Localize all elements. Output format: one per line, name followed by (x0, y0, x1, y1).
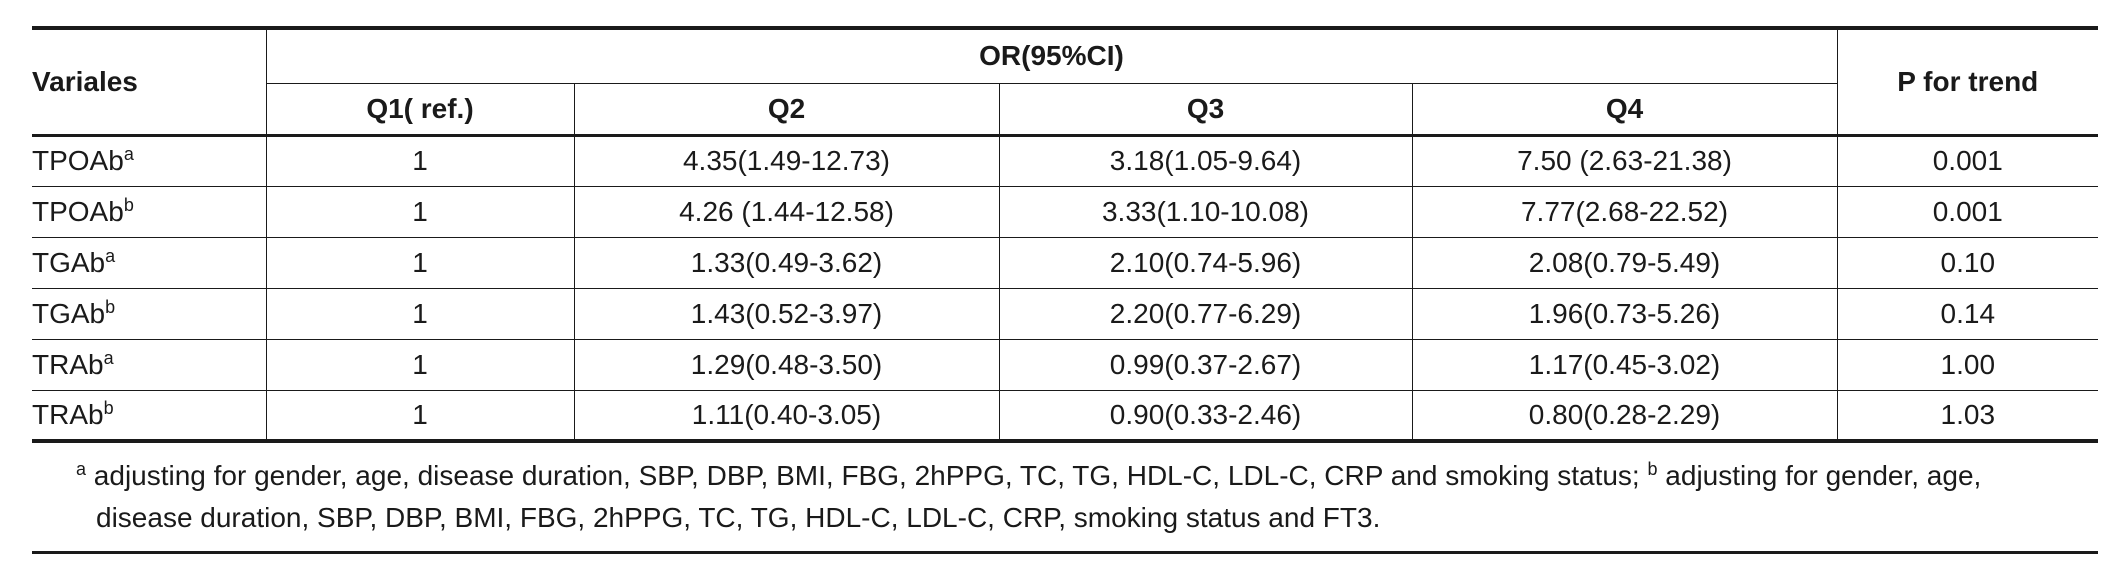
variable-name: TGAb (32, 246, 106, 278)
header-q4: Q4 (1411, 82, 1838, 137)
footnote-mark: a (123, 144, 134, 165)
cell-q2: 4.26 (1.44-12.58) (573, 185, 1000, 238)
cell-q4: 7.77(2.68-22.52) (1411, 185, 1838, 238)
footnote-mark: b (105, 296, 116, 317)
variable-name: TPOAb (32, 195, 124, 227)
row-variable: TGAba (32, 236, 267, 289)
table-row: TPOAba 1 4.35(1.49-12.73) 3.18(1.05-9.64… (32, 134, 2099, 187)
row-variable: TRAba (32, 338, 267, 391)
cell-q1: 1 (265, 287, 575, 340)
cell-p-trend: 0.10 (1836, 236, 2099, 289)
cell-q3: 2.20(0.77-6.29) (998, 287, 1413, 340)
cell-q3: 0.90(0.33-2.46) (998, 389, 1413, 443)
cell-q4: 0.80(0.28-2.29) (1411, 389, 1838, 443)
cell-q1: 1 (265, 338, 575, 391)
variable-name: TRAb (32, 348, 104, 380)
variable-name: TPOAb (32, 145, 124, 176)
header-q1: Q1( ref.) (266, 82, 575, 137)
cell-q3: 0.99(0.37-2.67) (998, 338, 1413, 391)
header-q3: Q3 (998, 82, 1413, 137)
cell-q3: 3.18(1.05-9.64) (998, 134, 1413, 187)
cell-q1: 1 (265, 134, 575, 187)
table-row: TRAba 1 1.29(0.48-3.50) 0.99(0.37-2.67) … (32, 338, 2099, 391)
row-variable: TPOAbb (32, 185, 267, 238)
table-container: Variales OR(95%CI) P for trend Q1( ref.)… (32, 26, 2099, 554)
cell-p-trend: 0.001 (1836, 185, 2099, 238)
row-variable: TRAbb (32, 389, 267, 443)
cell-p-trend: 1.00 (1836, 338, 2099, 391)
variable-name: TGAb (32, 297, 106, 329)
table-row: TPOAbb 1 4.26 (1.44-12.58) 3.33(1.10-10.… (32, 185, 2099, 238)
row-variable: TPOAba (32, 134, 267, 187)
header-or-group: OR(95%CI) (265, 28, 1838, 84)
row-variable: TGAbb (32, 287, 267, 340)
footnote-mark: b (103, 397, 114, 418)
footnote-mark-b: b (1647, 459, 1658, 480)
cell-q1: 1 (265, 236, 575, 289)
footnote-mark-a: a (76, 459, 87, 480)
header-p-trend: P for trend (1836, 28, 2099, 137)
cell-q2: 1.11(0.40-3.05) (573, 389, 1000, 443)
cell-q2: 1.29(0.48-3.50) (573, 338, 1000, 391)
cell-q4: 7.50 (2.63-21.38) (1411, 134, 1838, 187)
table-row: TRAbb 1 1.11(0.40-3.05) 0.90(0.33-2.46) … (32, 389, 2099, 443)
table-footnote: a adjusting for gender, age, disease dur… (32, 443, 2098, 554)
footnote-a-text: adjusting for gender, age, disease durat… (86, 460, 1648, 491)
cell-q4: 2.08(0.79-5.49) (1411, 236, 1838, 289)
cell-q2: 1.43(0.52-3.97) (573, 287, 1000, 340)
table-row: TGAba 1 1.33(0.49-3.62) 2.10(0.74-5.96) … (32, 236, 2099, 289)
cell-q2: 1.33(0.49-3.62) (573, 236, 1000, 289)
odds-ratio-table: Variales OR(95%CI) P for trend Q1( ref.)… (32, 26, 2099, 443)
footnote-mark: b (123, 194, 134, 215)
cell-q1: 1 (265, 185, 575, 238)
cell-q4: 1.17(0.45-3.02) (1411, 338, 1838, 391)
variable-name: TRAb (32, 398, 104, 430)
header-q2: Q2 (573, 82, 1000, 137)
cell-p-trend: 0.001 (1836, 134, 2099, 187)
cell-q4: 1.96(0.73-5.26) (1411, 287, 1838, 340)
cell-q3: 3.33(1.10-10.08) (998, 185, 1413, 238)
header-variables: Variales (32, 28, 267, 137)
footnote-b-text: adjusting for gender, age, (1657, 460, 1982, 491)
cell-p-trend: 0.14 (1836, 287, 2099, 340)
table-row: TGAbb 1 1.43(0.52-3.97) 2.20(0.77-6.29) … (32, 287, 2099, 340)
footnote-mark: a (103, 347, 114, 368)
cell-q3: 2.10(0.74-5.96) (998, 236, 1413, 289)
cell-q1: 1 (265, 389, 575, 443)
footnote-mark: a (105, 245, 116, 266)
cell-q2: 4.35(1.49-12.73) (573, 134, 1000, 187)
footnote-b-text-continued: disease duration, SBP, DBP, BMI, FBG, 2h… (96, 502, 1381, 533)
cell-p-trend: 1.03 (1836, 389, 2099, 443)
